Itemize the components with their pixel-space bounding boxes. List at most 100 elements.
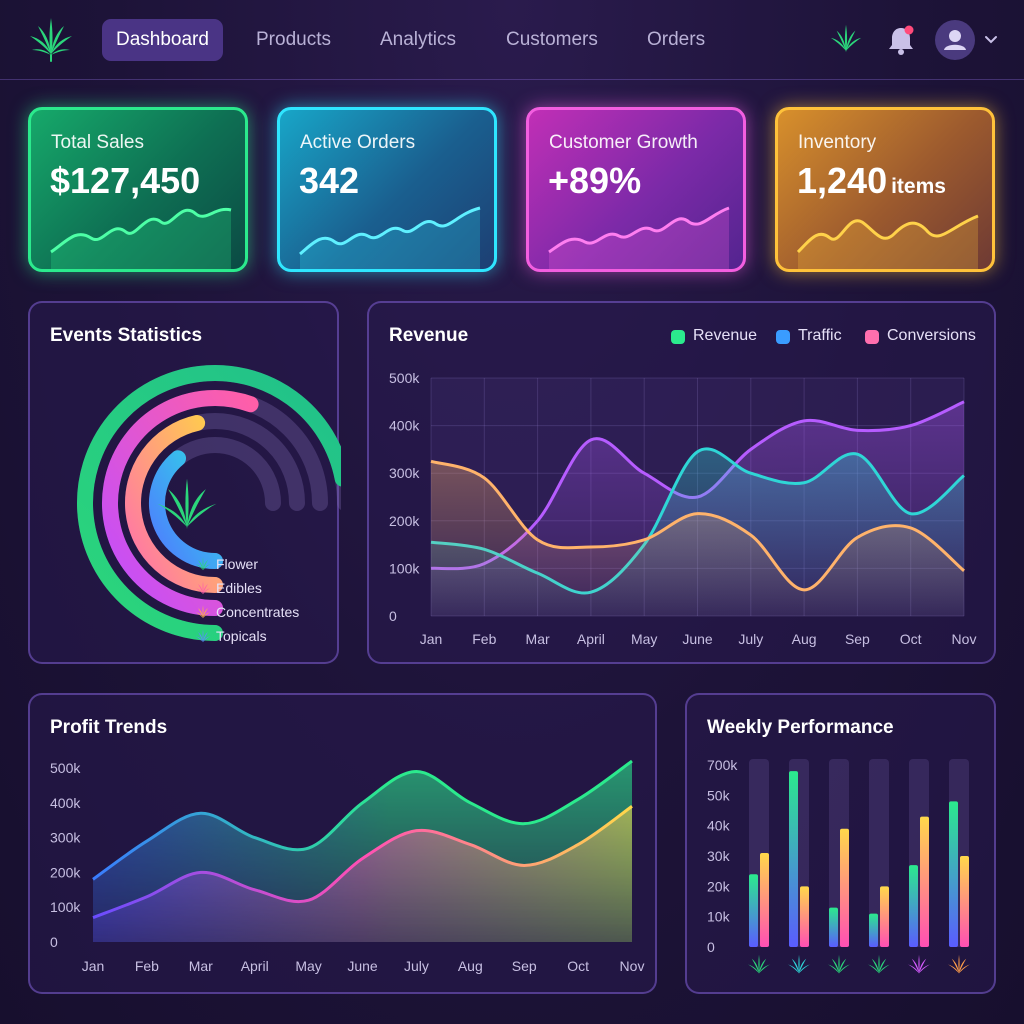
x-tick-label: Feb [472,631,496,647]
x-tick-label: Nov [952,631,977,647]
stat-value: 342 [299,160,360,201]
stat-value: +89% [548,160,642,201]
bar-series-1 [829,907,838,947]
y-tick-label: 40k [707,818,731,834]
nav-dashboard[interactable]: Dashboard [102,19,223,61]
panel-title: Weekly Performance [707,717,894,738]
stat-value: 1,240 items [797,160,946,201]
y-tick-label: 20k [707,878,731,894]
legend-topicals[interactable]: Topicals [216,628,267,644]
bar-series-1 [909,865,918,947]
cannabis-leaf-icon [827,954,851,974]
ring-concentrates [125,414,223,593]
weekly-bar-chart: 0 10k 20k 30k 40k 50k 700k [707,757,971,974]
y-tick-label: 200k [50,864,81,880]
x-tick-label: May [295,958,321,974]
profit-line-0 [92,759,633,881]
y-tick-label: 200k [389,513,420,529]
x-tick-label: Aug [458,958,483,974]
legend-flower[interactable]: Flower [216,556,259,572]
y-tick-label: 50k [707,787,731,803]
ring-flower [77,365,341,641]
cannabis-leaf-icon[interactable] [828,22,864,58]
notification-dot [904,25,914,35]
x-tick-label: Nov [620,958,645,974]
x-tick-label: Sep [512,958,537,974]
cannabis-leaf-icon [787,954,811,974]
panel-title: Revenue [389,325,469,346]
bar-series-2 [880,886,889,947]
bar-series-2 [840,828,849,947]
legend-traffic[interactable]: Traffic [798,327,842,344]
legend-leaf-icon [195,557,211,571]
legend-edibles[interactable]: Edibles [216,580,262,596]
panel-title: Events Statistics [50,325,203,346]
y-tick-label: 700k [707,757,738,773]
x-tick-label: Jan [420,631,443,647]
legend-concentrates[interactable]: Concentrates [216,604,300,620]
weekly-performance-panel: 0 10k 20k 30k 40k 50k 700k Weekly Performance [685,693,996,994]
x-tick-label: Jan [82,958,105,974]
nav-orders[interactable]: Orders [647,29,706,50]
panel-title: Profit Trends [50,717,168,738]
x-tick-label: Aug [792,631,817,647]
stat-title: Inventory [798,132,877,153]
sparkline-chart [796,214,979,269]
y-tick-label: 0 [389,608,397,624]
bar-series-1 [869,913,878,947]
revenue-panel: 0 100k 200k 300k 400k 500k Jan Feb Mar April May Ju… [367,301,996,664]
x-tick-label: Oct [567,958,589,974]
legend-revenue[interactable]: Revenue [693,327,758,344]
nav-analytics[interactable]: Analytics [380,29,457,50]
chevron-down-icon[interactable] [983,33,999,47]
stat-card-inventory[interactable]: Inventory 1,240 items [775,107,995,272]
x-tick-label: July [738,631,763,647]
y-tick-label: 100k [389,560,420,576]
series-line-conversions [430,459,965,592]
y-tick-label: 30k [707,848,731,864]
series-area-conversions [431,461,964,616]
cannabis-leaf-icon [195,557,211,571]
x-tick-label: June [682,631,713,647]
stat-card-customer-growth[interactable]: Customer Growth +89% [526,107,746,272]
stat-value: $127,450 [50,160,201,201]
cannabis-leaf-icon [195,581,211,595]
stat-title: Active Orders [300,132,416,153]
stat-card-active-orders[interactable]: Active Orders 342 [277,107,497,272]
avatar[interactable] [935,20,975,60]
x-tick-label: May [631,631,657,647]
x-tick-label: Oct [900,631,922,647]
legend-swatch [776,330,790,344]
y-tick-label: 500k [389,370,420,386]
cannabis-leaf-icon [907,954,931,974]
y-tick-label: 400k [389,418,420,434]
legend-swatch [865,330,879,344]
bar-series-2 [920,816,929,947]
y-tick-label: 500k [50,760,81,776]
bar-series-2 [800,886,809,947]
bell-icon[interactable] [886,24,916,56]
center-cannabis-leaf-icon [157,478,217,529]
cannabis-leaf-icon [747,954,771,974]
profit-line-1 [92,805,633,920]
cannabis-leaf-icon [947,954,971,974]
bar-series-2 [760,852,769,947]
stat-title: Customer Growth [549,132,698,153]
revenue-line-chart: 0 100k 200k 300k 400k 500k Jan Feb Mar April May Ju… [389,370,977,647]
stat-title: Total Sales [51,132,144,153]
y-tick-label: 400k [50,795,81,811]
nav-products[interactable]: Products [256,29,331,50]
bar-series-1 [749,874,758,947]
sparkline-chart [50,207,232,269]
nav-customers[interactable]: Customers [506,29,598,50]
x-tick-label: April [577,631,605,647]
top-navigation: Dashboard Products Analytics Customers O… [0,0,1024,80]
y-tick-label: 0 [50,934,58,950]
x-tick-label: Sep [845,631,870,647]
legend-conversions[interactable]: Conversions [887,327,976,344]
cannabis-leaf-icon[interactable] [26,14,76,64]
x-tick-label: June [347,958,378,974]
events-statistics-panel: Events Statistics Flower Edibles Concentra… [28,301,341,664]
y-tick-label: 300k [389,465,420,481]
stat-card-total-sales[interactable]: Total Sales $127,450 [28,107,248,272]
